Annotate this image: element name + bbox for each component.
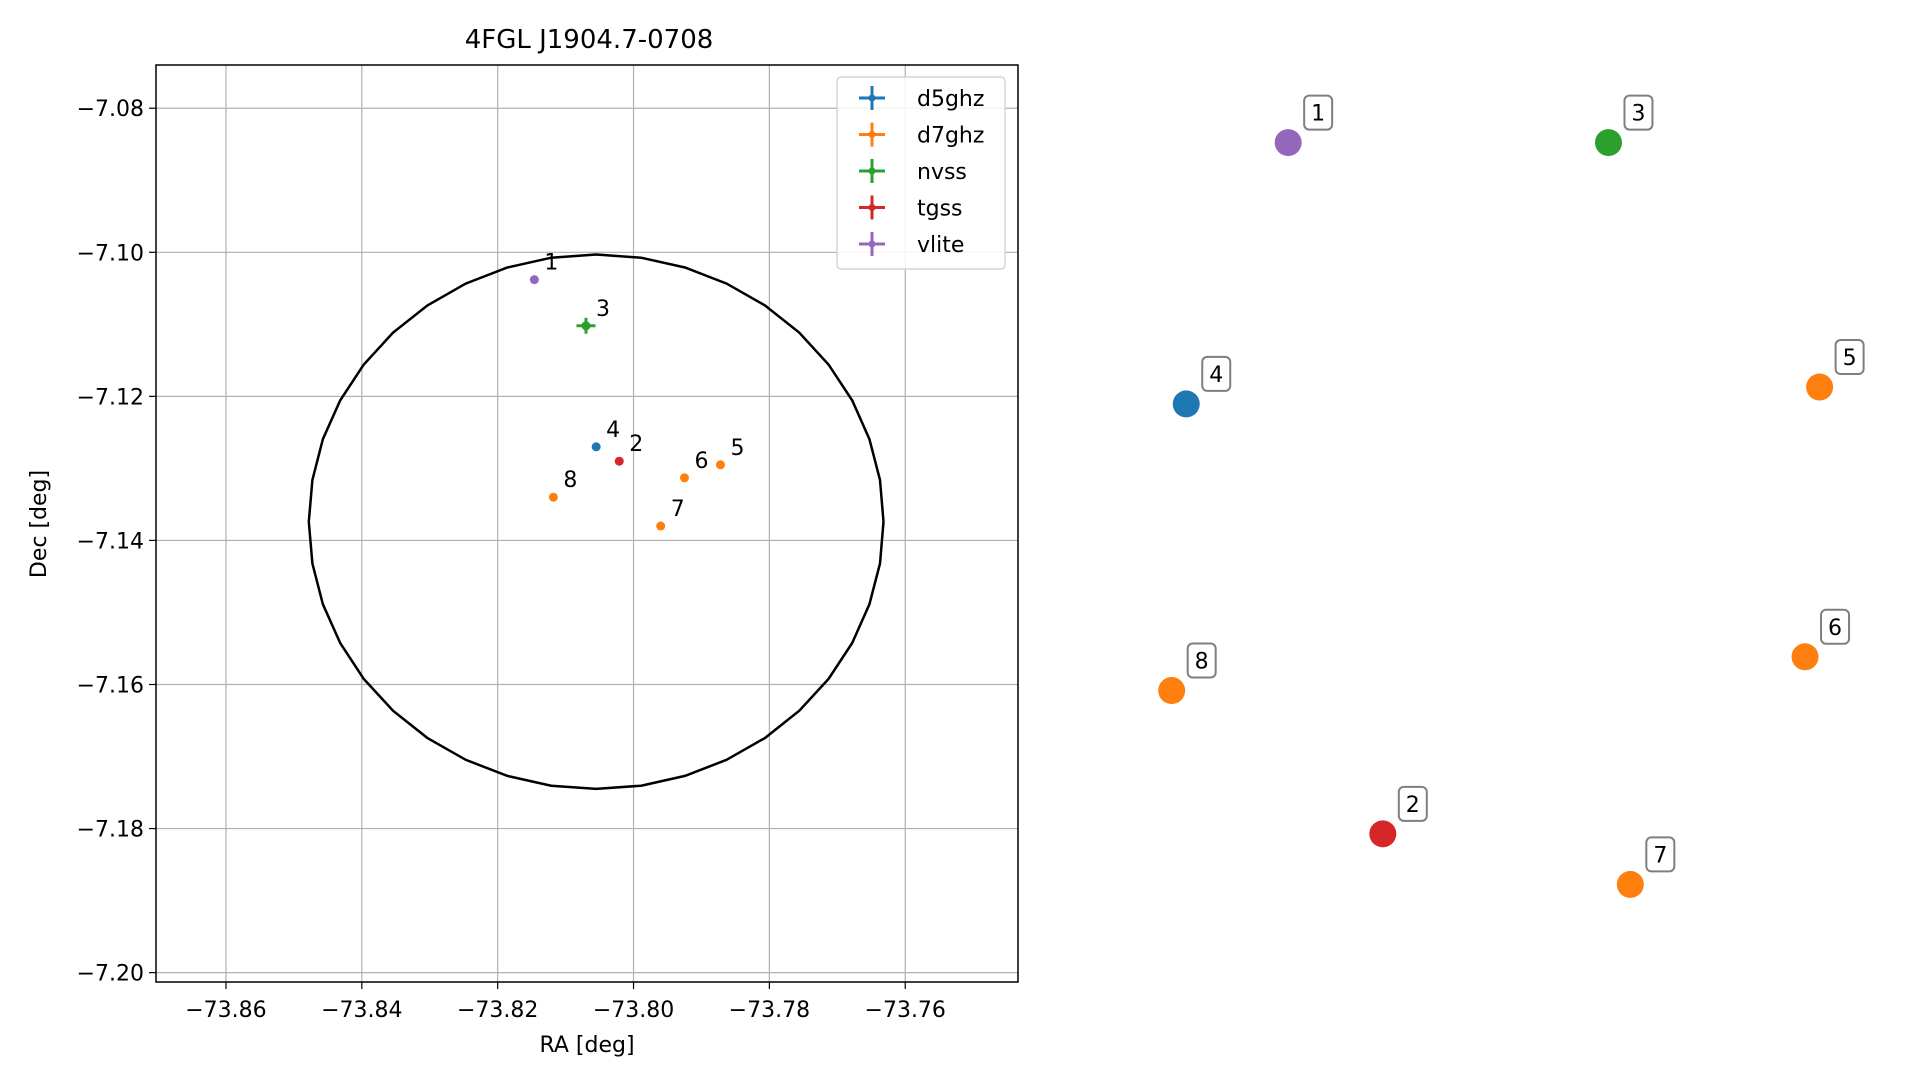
y-tick-label: −7.20 — [77, 962, 144, 987]
legend-entry-nvss: nvss — [917, 160, 967, 185]
label-map-text: 7 — [1653, 843, 1667, 868]
label-map-point — [1806, 373, 1834, 401]
label-map-text: 3 — [1631, 102, 1645, 127]
label-map-point — [1594, 129, 1622, 157]
x-tick-label: −73.82 — [457, 998, 538, 1023]
y-axis-ticks: −7.08 −7.10 −7.12 −7.14 −7.16 −7.18 −7.20 — [77, 97, 156, 987]
x-tick-label: −73.84 — [321, 998, 402, 1023]
source-point-label: 3 — [596, 297, 610, 322]
y-tick-label: −7.12 — [77, 385, 144, 410]
plot-frame — [155, 64, 1019, 983]
legend-marker-dot — [868, 204, 876, 211]
legend: d5ghz d7ghz nvss tgss vlite — [836, 76, 1006, 270]
source-points: 4 567 8 3 2 1 — [529, 251, 744, 531]
y-tick-label: −7.14 — [77, 529, 144, 554]
label-map-box — [1201, 355, 1232, 392]
y-tick-label: −7.08 — [77, 97, 144, 122]
y-tick-label: −7.10 — [77, 241, 144, 266]
x-axis-ticks: −73.86 −73.84 −73.82 −73.80 −73.78 −73.76 — [185, 982, 946, 1023]
label-map-point — [1369, 820, 1397, 848]
legend-entry-d5ghz: d5ghz — [917, 87, 984, 112]
chart-title: 4FGL J1904.7-0708 — [465, 25, 714, 55]
source-point-d7ghz — [656, 521, 666, 531]
x-tick-label: −73.86 — [185, 998, 266, 1023]
label-map-box — [1623, 94, 1654, 131]
source-point-d7ghz — [548, 492, 558, 502]
y-tick-label: −7.18 — [77, 818, 144, 843]
label-map-box — [1820, 608, 1851, 645]
y-tick-label: −7.16 — [77, 673, 144, 698]
x-tick-label: −73.76 — [865, 998, 946, 1023]
y-axis-label: Dec [deg] — [27, 470, 52, 578]
legend-box — [836, 76, 1006, 270]
source-point-tgss — [614, 456, 624, 466]
label-map-box — [1186, 642, 1217, 679]
label-map-text: 6 — [1828, 616, 1842, 641]
legend-marker-dot — [868, 240, 876, 248]
localization-ellipse — [307, 253, 885, 791]
localization-ellipse-layer — [307, 253, 885, 791]
label-map-text: 8 — [1195, 650, 1209, 675]
x-tick-label: −73.78 — [729, 998, 810, 1023]
label-map-box — [1397, 785, 1428, 822]
source-point-label: 2 — [629, 432, 643, 457]
label-map-point — [1274, 129, 1302, 157]
label-map-text: 1 — [1311, 102, 1325, 127]
legend-entry-tgss: tgss — [917, 197, 963, 222]
label-map-box — [1645, 836, 1676, 873]
label-map-text: 5 — [1843, 346, 1857, 371]
legend-entry-d7ghz: d7ghz — [917, 124, 984, 149]
source-point-d7ghz — [679, 473, 689, 483]
label-map-box — [1303, 94, 1334, 131]
x-tick-label: −73.80 — [593, 998, 674, 1023]
label-map-point — [1172, 390, 1200, 418]
label-map-point — [1616, 870, 1644, 898]
legend-marker-dot — [868, 167, 876, 175]
label-map: 1 3 4 5 8 6 2 7 — [1158, 94, 1865, 898]
source-point-label: 4 — [606, 418, 620, 443]
x-axis-label: RA [deg] — [539, 1033, 634, 1058]
source-point-label: 1 — [544, 251, 558, 276]
source-point-nvss — [581, 321, 591, 331]
legend-entry-vlite: vlite — [917, 233, 964, 258]
label-map-point — [1158, 677, 1186, 705]
legend-marker-dot — [868, 131, 876, 138]
source-point-d7ghz — [715, 460, 725, 470]
source-point-d5ghz — [591, 442, 601, 452]
label-map-box — [1834, 339, 1865, 376]
source-point-label: 5 — [730, 436, 744, 461]
legend-marker-dot — [868, 94, 876, 102]
label-map-text: 2 — [1406, 793, 1420, 818]
label-map-text: 4 — [1209, 363, 1223, 388]
source-point-label: 7 — [671, 497, 685, 522]
source-point-vlite — [529, 275, 539, 285]
source-point-label: 8 — [563, 468, 577, 493]
label-map-point — [1791, 643, 1819, 671]
source-point-label: 6 — [694, 449, 708, 474]
